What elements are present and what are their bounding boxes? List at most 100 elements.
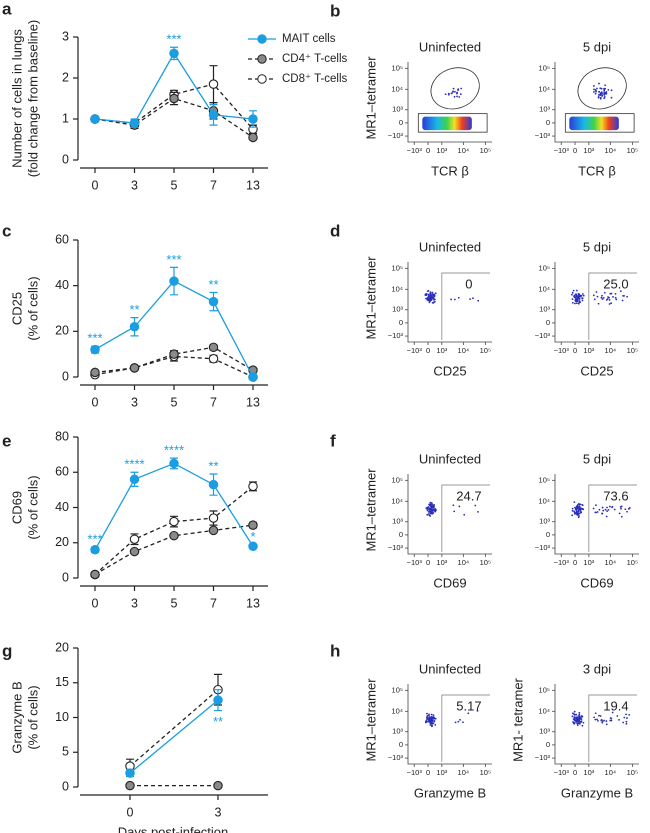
data-point bbox=[169, 276, 179, 286]
x-tick-label: −10³ bbox=[554, 146, 570, 155]
y-tick-label: 0 bbox=[399, 530, 403, 539]
x-tick-label: 0 bbox=[92, 178, 99, 192]
event-dot bbox=[430, 294, 433, 297]
density bbox=[422, 116, 472, 131]
data-point bbox=[129, 534, 140, 544]
event-dot bbox=[603, 91, 606, 94]
plot-title: Uninfected bbox=[419, 451, 481, 466]
x-tick-label: 13 bbox=[246, 395, 260, 409]
y-tick-label: 2 bbox=[62, 70, 69, 84]
event-dot bbox=[625, 713, 627, 716]
x-tick-label: 10³ bbox=[436, 558, 447, 567]
event-dot bbox=[578, 720, 581, 723]
event-dot bbox=[432, 714, 435, 716]
data-point bbox=[129, 474, 140, 485]
event-dot bbox=[452, 504, 455, 507]
plot-axes bbox=[554, 474, 639, 555]
event-dot bbox=[434, 724, 437, 726]
y-tick-label: 10⁵ bbox=[539, 685, 550, 694]
event-dot bbox=[575, 289, 578, 292]
x-tick-label: 7 bbox=[210, 596, 217, 610]
x-tick-label: 10⁴ bbox=[605, 346, 617, 355]
event-dot bbox=[600, 87, 603, 90]
event-dot bbox=[572, 289, 575, 292]
event-dot bbox=[592, 294, 595, 297]
y-axis-label: MR1–tetramer bbox=[363, 56, 378, 140]
x-tick-label: 10³ bbox=[583, 346, 594, 355]
event-dot bbox=[603, 95, 606, 98]
legend-marker bbox=[257, 54, 267, 64]
event-dot bbox=[432, 301, 435, 304]
event-dot bbox=[610, 719, 613, 722]
gate bbox=[564, 113, 635, 133]
plot-axes bbox=[407, 474, 492, 555]
gate bbox=[441, 694, 490, 762]
gate-percentage: 73.6 bbox=[603, 488, 628, 503]
plot-title: 5 dpi bbox=[583, 239, 611, 254]
y-tick-label: 80 bbox=[55, 429, 69, 443]
data-point bbox=[129, 546, 140, 557]
gate-percentage: 5.17 bbox=[456, 698, 481, 713]
event-dot bbox=[593, 298, 596, 301]
event-dot bbox=[607, 88, 610, 91]
series-line bbox=[94, 355, 254, 378]
event-dot bbox=[593, 88, 595, 91]
y-tick-label: 10³ bbox=[392, 727, 403, 736]
x-tick-label: −10³ bbox=[554, 346, 570, 355]
x-tick-label: 10⁴ bbox=[605, 558, 617, 567]
y-tick-label: 10³ bbox=[392, 105, 403, 114]
event-dot bbox=[593, 90, 595, 93]
significance: *** bbox=[166, 252, 181, 267]
event-dot bbox=[614, 292, 617, 295]
x-tick-label: 3 bbox=[131, 596, 138, 610]
event-dot bbox=[574, 302, 576, 305]
event-dot bbox=[426, 509, 429, 512]
y-tick-label: 20 bbox=[55, 640, 69, 654]
y-axis-label: CD69 bbox=[9, 491, 24, 524]
legend-label: CD4⁺ T-cells bbox=[282, 53, 348, 65]
data-point bbox=[169, 458, 179, 469]
panel-label: e bbox=[2, 431, 11, 450]
event-dot bbox=[581, 293, 584, 295]
data-point bbox=[248, 372, 258, 382]
y-tick-label: −10³ bbox=[535, 543, 551, 552]
event-dot bbox=[599, 94, 602, 97]
event-dot bbox=[573, 721, 576, 724]
event-dot bbox=[622, 294, 625, 297]
y-tick-label: 10⁵ bbox=[392, 685, 403, 694]
event-dot bbox=[596, 295, 599, 298]
event-dot bbox=[432, 508, 434, 511]
x-axis-label: CD25 bbox=[580, 363, 613, 378]
y-tick-label: 10⁵ bbox=[392, 63, 403, 72]
x-tick-label: −10³ bbox=[554, 558, 570, 567]
event-dot bbox=[573, 512, 576, 515]
y-tick-label: 0 bbox=[399, 118, 403, 127]
event-dot bbox=[600, 92, 603, 95]
event-dot bbox=[594, 92, 597, 95]
data-point bbox=[169, 530, 179, 541]
event-dot bbox=[595, 90, 597, 93]
x-tick-label: 10³ bbox=[583, 146, 594, 155]
event-dot bbox=[462, 721, 464, 724]
x-tick-label: 10⁵ bbox=[480, 146, 491, 155]
y-tick-label: 10⁴ bbox=[538, 496, 550, 505]
series-line bbox=[94, 83, 254, 130]
event-dot bbox=[427, 297, 430, 300]
significance: *** bbox=[166, 32, 181, 47]
y-tick-label: −10³ bbox=[388, 543, 404, 552]
x-tick-label: −10³ bbox=[407, 346, 423, 355]
data-point bbox=[213, 695, 223, 705]
y-tick-label: 0 bbox=[546, 530, 550, 539]
data-point bbox=[129, 322, 140, 332]
event-dot bbox=[608, 303, 611, 305]
data-point bbox=[248, 114, 258, 124]
event-dot bbox=[450, 92, 453, 95]
event-dot bbox=[598, 508, 601, 511]
event-dot bbox=[605, 91, 608, 93]
event-dot bbox=[603, 94, 606, 96]
y-tick-label: 10³ bbox=[539, 105, 550, 114]
event-dot bbox=[580, 718, 583, 721]
event-dot bbox=[597, 719, 599, 722]
event-dot bbox=[453, 95, 456, 98]
event-dot bbox=[613, 508, 616, 511]
